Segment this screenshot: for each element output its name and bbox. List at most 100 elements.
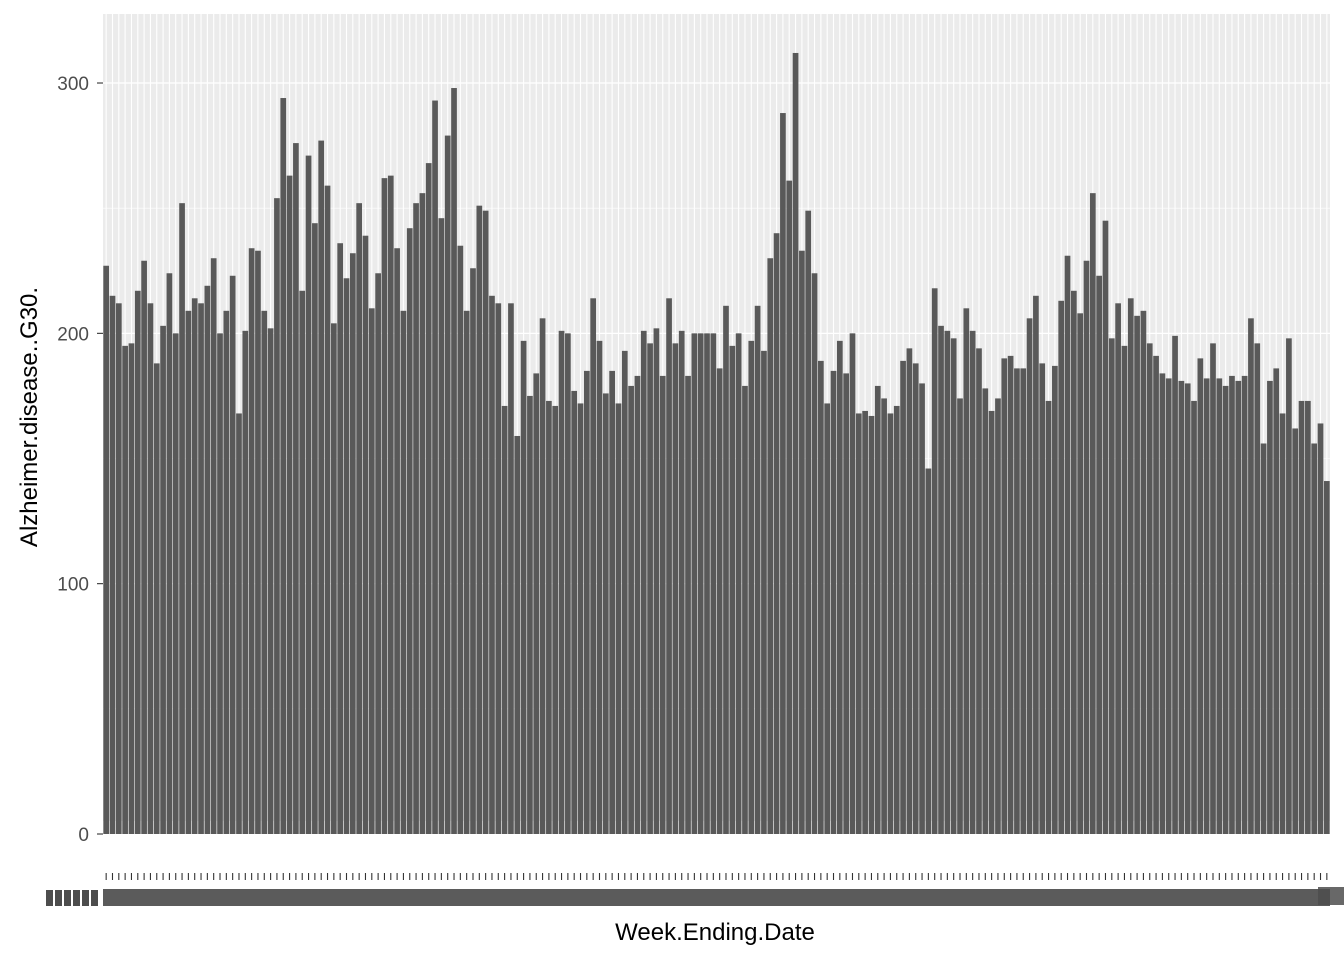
bar	[204, 285, 211, 834]
x-tick-label-overflow-left	[55, 890, 62, 906]
bar	[1134, 315, 1140, 834]
bar	[558, 330, 565, 834]
bar	[1064, 255, 1071, 835]
bar	[318, 140, 325, 834]
bar	[191, 298, 198, 834]
bar	[723, 305, 729, 834]
bar	[198, 303, 204, 834]
bar	[1153, 355, 1159, 834]
bar	[1191, 400, 1197, 834]
bar	[602, 393, 609, 834]
bar	[438, 218, 445, 834]
bar	[685, 375, 691, 834]
bar	[160, 325, 166, 834]
bar	[1033, 295, 1039, 834]
bar	[609, 370, 615, 834]
x-tick-label-band	[46, 887, 1344, 906]
bar	[343, 278, 350, 834]
bar	[1039, 363, 1046, 834]
bar	[862, 410, 868, 834]
bar	[362, 235, 369, 834]
bar	[1159, 373, 1166, 834]
bar	[583, 370, 590, 834]
bar	[1241, 375, 1248, 834]
bar	[900, 360, 906, 834]
bar	[761, 350, 767, 834]
bar	[255, 250, 261, 835]
bar	[1216, 378, 1223, 834]
bar	[659, 375, 666, 834]
bar	[1286, 338, 1292, 834]
bar	[267, 328, 274, 834]
bar	[1305, 400, 1311, 834]
bar	[153, 363, 160, 834]
x-axis	[46, 873, 1344, 906]
bar	[1058, 300, 1065, 834]
bar	[957, 398, 963, 834]
bar	[432, 100, 438, 835]
bar	[735, 333, 742, 834]
bar	[527, 395, 533, 834]
bar	[666, 298, 672, 834]
bar	[1127, 298, 1134, 834]
bar	[419, 193, 426, 834]
bar	[1292, 428, 1299, 834]
bar	[647, 343, 653, 834]
bar	[349, 253, 356, 835]
bar	[280, 98, 287, 835]
bar	[387, 175, 394, 835]
bar	[988, 410, 995, 834]
bar	[1077, 313, 1084, 834]
bar	[1096, 275, 1102, 834]
bar	[324, 185, 331, 835]
bar	[874, 385, 881, 834]
bar	[147, 303, 154, 834]
bar	[1121, 345, 1128, 834]
x-tick-label-overlap	[103, 889, 1330, 906]
bar	[495, 303, 502, 834]
bar	[444, 135, 451, 835]
bar	[381, 178, 388, 835]
bar	[331, 323, 337, 834]
bar	[128, 343, 135, 834]
bar	[615, 403, 622, 834]
bar	[242, 330, 249, 834]
bar	[912, 363, 919, 834]
bar	[843, 373, 850, 834]
bar	[1146, 343, 1153, 834]
bar	[134, 290, 141, 834]
bar	[855, 413, 862, 834]
bar	[634, 375, 641, 834]
bar	[653, 328, 660, 834]
bar	[1071, 290, 1077, 834]
bar	[621, 350, 628, 834]
bar	[406, 228, 413, 834]
bar	[1020, 368, 1027, 834]
bar	[792, 52, 799, 835]
bar	[963, 308, 970, 834]
bar	[305, 155, 312, 834]
x-tick-label-overflow-left	[64, 890, 71, 906]
bar	[773, 233, 780, 834]
bar	[938, 325, 944, 834]
bar	[103, 265, 110, 835]
bar	[1267, 380, 1273, 834]
bar	[780, 113, 786, 834]
bar	[413, 203, 419, 834]
bar	[210, 258, 217, 835]
bar	[1045, 400, 1052, 834]
bar	[691, 333, 698, 834]
bar	[1248, 318, 1254, 834]
bar	[451, 88, 457, 834]
bar	[520, 340, 527, 834]
bar	[489, 295, 495, 834]
x-tick-label-overflow-right	[1318, 887, 1344, 905]
y-tick-label: 300	[57, 74, 89, 95]
bar	[482, 210, 489, 835]
bar	[628, 385, 634, 834]
bar	[1311, 443, 1318, 834]
bar	[312, 223, 318, 834]
bar	[1203, 378, 1210, 834]
bar	[476, 205, 483, 835]
